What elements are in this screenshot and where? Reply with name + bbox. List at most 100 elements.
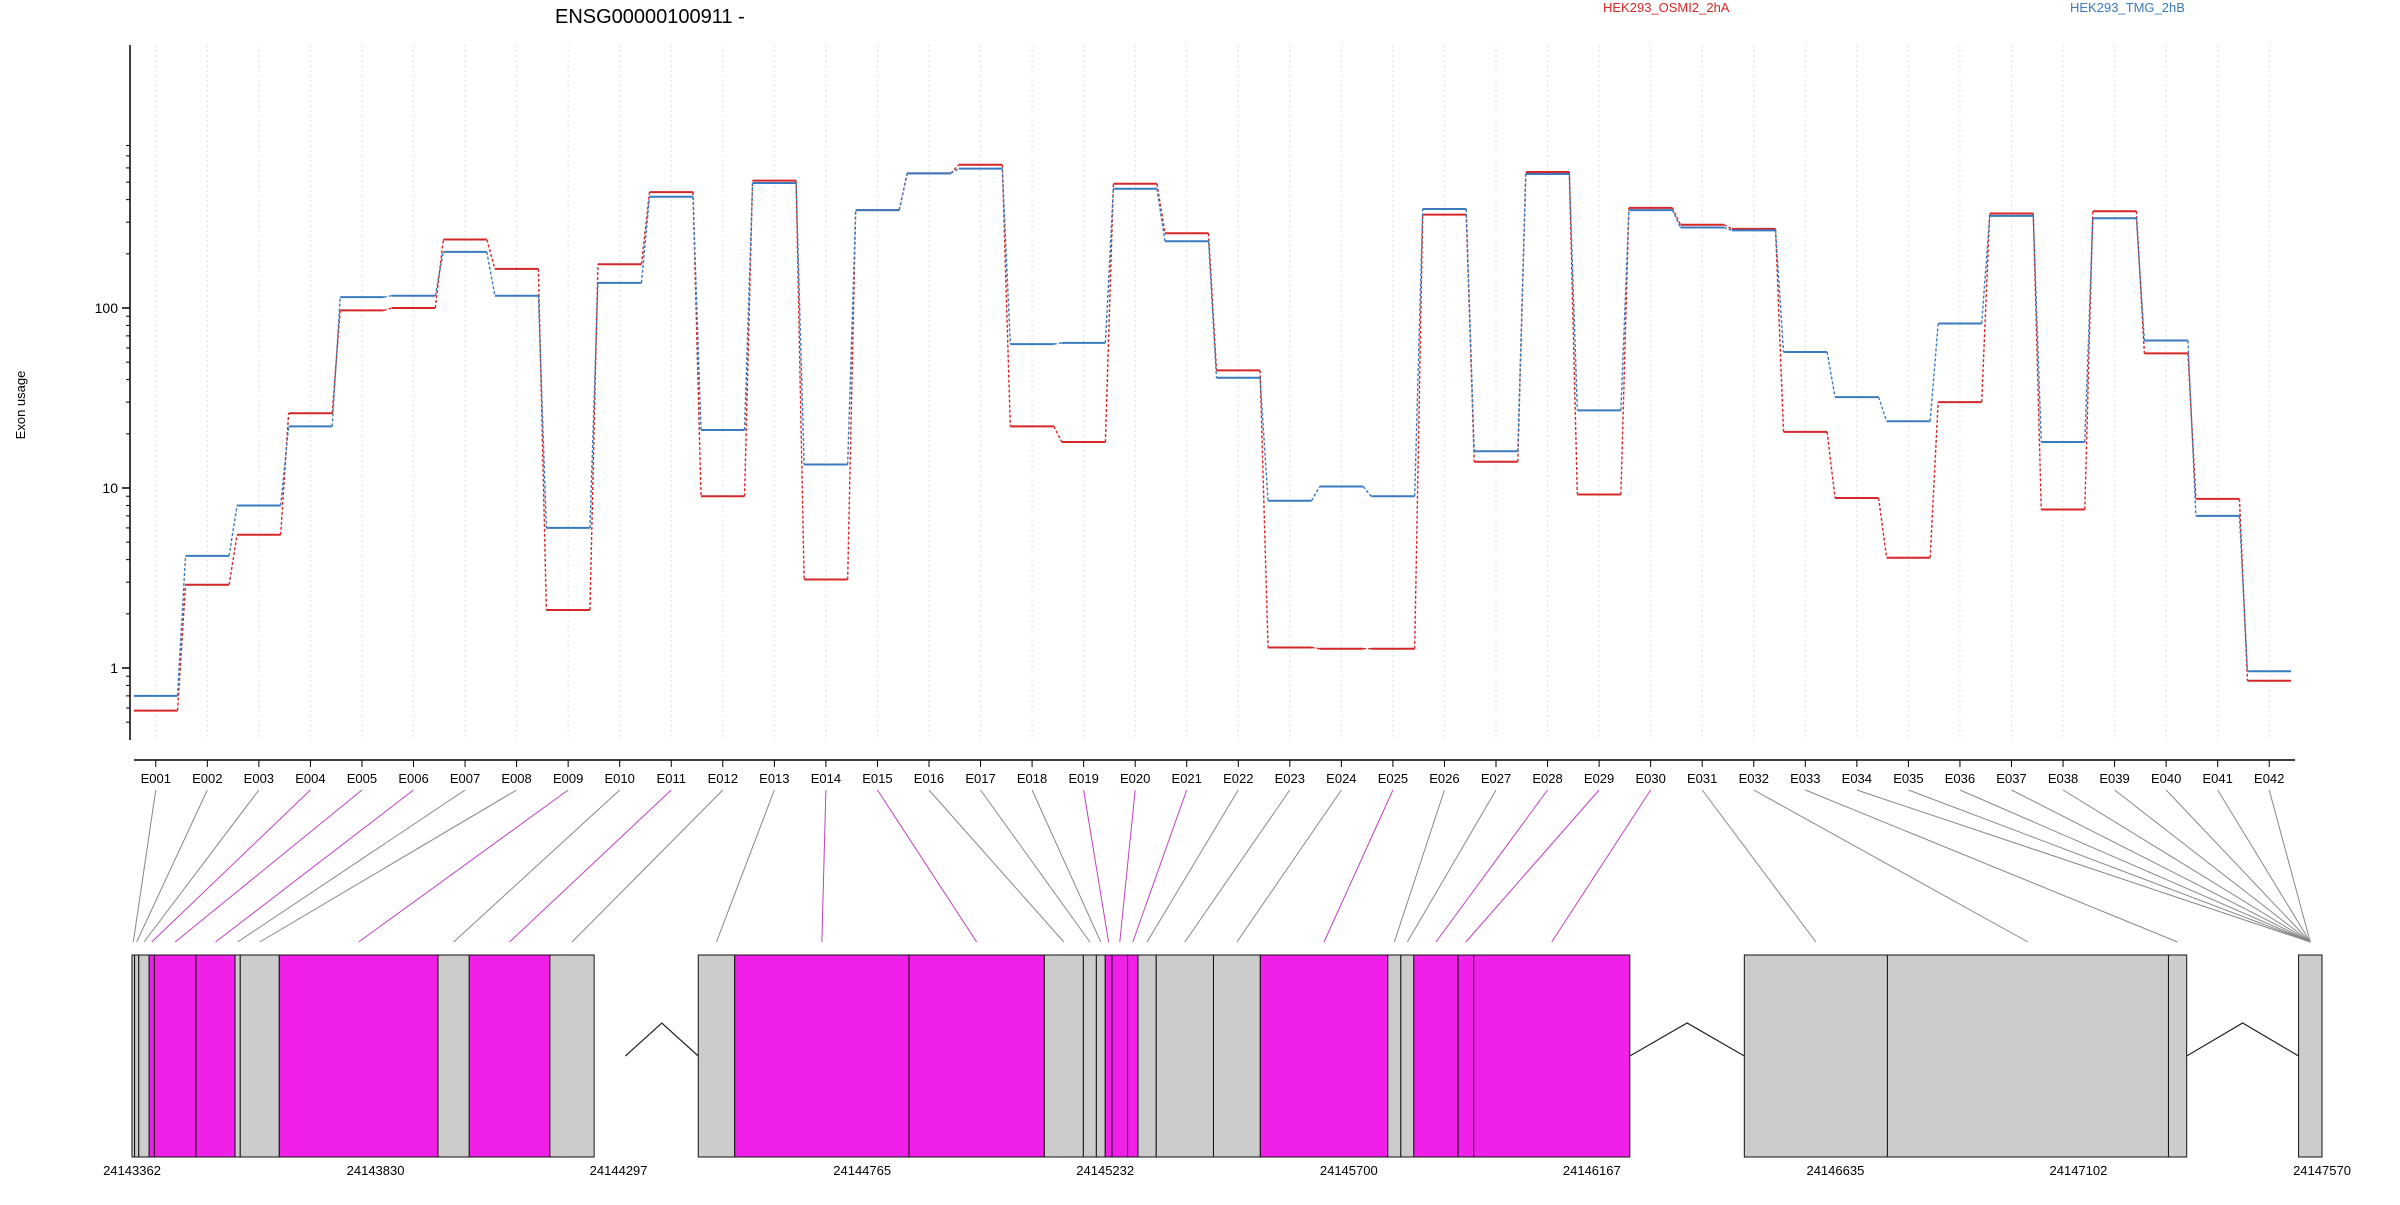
series-connector <box>1981 215 1991 324</box>
y-tick-label: 100 <box>95 300 119 316</box>
series-connector <box>1001 164 1012 427</box>
series-connector <box>1465 208 1475 452</box>
x-tick-label: E024 <box>1326 771 1356 786</box>
exon-connector <box>1031 789 1102 943</box>
series-connector <box>898 173 908 211</box>
series-connector <box>1620 210 1630 411</box>
series-connector <box>486 239 496 270</box>
x-tick-label: E019 <box>1068 771 1098 786</box>
exon-bin <box>195 954 236 1158</box>
x-tick-label: E035 <box>1893 771 1923 786</box>
exon-connector <box>1406 789 1497 943</box>
exon-connector <box>1805 789 2178 943</box>
series-connector <box>1310 486 1321 502</box>
x-tick-label: E032 <box>1739 771 1769 786</box>
series-connector <box>1877 396 1888 422</box>
exon-connector <box>1959 789 2311 943</box>
x-tick-label: E029 <box>1584 771 1614 786</box>
series-connector <box>1001 168 1012 345</box>
series-connector <box>1104 188 1115 343</box>
intron-line <box>1629 1022 1745 1057</box>
exon-bin <box>1886 954 2169 1158</box>
series-connector <box>537 295 548 528</box>
series-connector <box>537 268 548 611</box>
exon-connector <box>151 789 311 943</box>
exon-connector <box>571 789 724 943</box>
exon-bin <box>239 954 280 1158</box>
exon-connector <box>821 789 827 943</box>
series-connector <box>228 534 238 585</box>
series-connector <box>2084 218 2094 443</box>
exon-bin <box>468 954 551 1158</box>
exon-connector <box>1132 789 1188 943</box>
exon-connector <box>1753 789 2029 943</box>
exon-connector <box>928 789 1065 943</box>
genomic-coordinate-label: 24143362 <box>103 1163 161 1178</box>
series-connector <box>1156 183 1166 234</box>
x-tick-label: E007 <box>450 771 480 786</box>
gene-model: 24143362 24143830 24144297 24144765 24145232… <box>103 954 2351 1178</box>
exon-connector <box>2114 789 2311 943</box>
x-tick-label: E040 <box>2151 771 2181 786</box>
series-connector <box>1774 230 1785 352</box>
series-connector <box>1826 431 1836 499</box>
series-connector <box>743 182 754 431</box>
series-connector <box>1620 207 1630 495</box>
exon-connectors <box>132 789 2311 943</box>
exon-bin <box>1111 954 1129 1158</box>
x-tick-label: E001 <box>141 771 171 786</box>
exon-bin <box>734 954 910 1158</box>
y-tick-label: 1 <box>110 660 118 676</box>
series-connector <box>846 210 857 465</box>
series-connector <box>486 251 496 296</box>
series-connector <box>383 307 392 312</box>
series-connector <box>846 210 857 580</box>
legend-entry-tmg: HEK293_TMG_2hB <box>2070 0 2185 15</box>
exon-connector <box>136 789 208 943</box>
exon-bin <box>1387 954 1402 1158</box>
series-1 <box>134 167 2291 697</box>
x-tick-label: E018 <box>1017 771 1047 786</box>
series-connector <box>589 264 599 611</box>
series-connector <box>795 180 805 580</box>
exon-connector <box>1236 789 1342 943</box>
exon-connector <box>980 789 1091 943</box>
series-connector <box>176 555 187 696</box>
x-tick-label: E038 <box>2048 771 2078 786</box>
series-connector <box>1362 486 1372 497</box>
series-connector <box>1826 351 1836 398</box>
exon-bin <box>134 954 140 1158</box>
series <box>134 163 2291 712</box>
genomic-coordinate-label: 24145700 <box>1320 1163 1378 1178</box>
series-connector <box>1517 174 1527 452</box>
series-connector <box>1568 171 1579 495</box>
exon-connector <box>132 789 157 943</box>
series-connector <box>795 182 805 465</box>
series-connector <box>383 295 392 298</box>
x-tick-label: E026 <box>1429 771 1459 786</box>
series-connector <box>950 167 960 174</box>
axes: 1 10 100 E001 E002 E003 E004 E005 E006 E007 E008 E0… <box>95 45 2295 786</box>
genomic-coordinate-label: 24145232 <box>1076 1163 1134 1178</box>
x-tick-label: E016 <box>914 771 944 786</box>
exon-connector <box>237 789 466 943</box>
exon-connector <box>1551 789 1652 943</box>
exon-bin <box>153 954 197 1158</box>
series-connector <box>176 584 187 711</box>
exon-bin <box>1473 954 1631 1158</box>
x-tick-label: E034 <box>1842 771 1872 786</box>
series-connector <box>1981 213 1991 403</box>
exon-connector <box>1393 789 1445 943</box>
y-axis-label: Exon usage <box>13 371 28 440</box>
x-tick-label: E027 <box>1481 771 1511 786</box>
intron-line <box>2186 1022 2299 1057</box>
exon-connector <box>174 789 363 943</box>
x-tick-label: E011 <box>657 771 686 786</box>
series-connector <box>434 251 444 296</box>
x-tick-label: E013 <box>759 771 789 786</box>
exon-connector <box>509 789 672 943</box>
x-tick-label: E005 <box>347 771 377 786</box>
x-tick-label: E041 <box>2202 771 2232 786</box>
x-tick-label: E009 <box>553 771 583 786</box>
x-tick-label: E025 <box>1378 771 1408 786</box>
